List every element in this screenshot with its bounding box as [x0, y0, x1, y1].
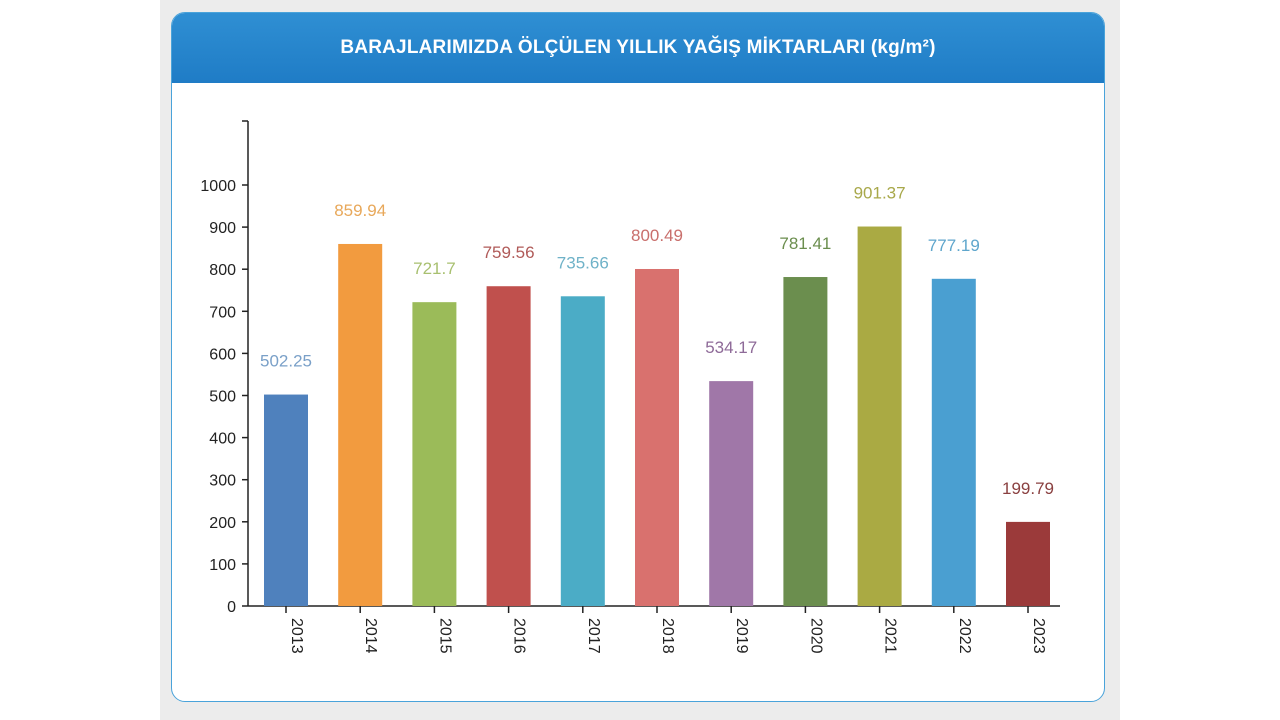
value-label-2023: 199.79 — [1002, 479, 1054, 498]
x-tick-label-2019: 2019 — [733, 618, 750, 654]
value-label-2021: 901.37 — [854, 184, 906, 203]
chart-title: BARAJLARIMIZDA ÖLÇÜLEN YILLIK YAĞIŞ MİKT… — [340, 37, 936, 58]
x-tick-label-2022: 2022 — [956, 618, 973, 654]
bar-2018 — [635, 268, 679, 606]
x-tick-label-2013: 2013 — [288, 618, 305, 654]
y-tick-label: 700 — [209, 304, 236, 321]
value-label-2020: 781.41 — [779, 234, 831, 253]
bar-2013 — [264, 394, 308, 606]
bar-2017 — [560, 296, 605, 606]
value-label-2013: 502.25 — [260, 352, 312, 371]
y-tick-label: 900 — [209, 220, 236, 237]
bar-2020 — [783, 277, 828, 606]
value-label-2014: 859.94 — [334, 201, 386, 220]
value-label-2018: 800.49 — [631, 226, 683, 245]
y-tick-label: 600 — [209, 346, 236, 363]
x-tick-label-2020: 2020 — [807, 618, 824, 654]
bar-2021 — [857, 226, 902, 606]
y-tick-label: 300 — [209, 473, 236, 490]
bar-2023 — [1006, 521, 1050, 606]
y-tick-label: 200 — [209, 515, 236, 532]
bar-2022 — [931, 278, 976, 606]
bar-2015 — [412, 302, 457, 606]
y-tick-label: 800 — [209, 262, 236, 279]
x-tick-label-2018: 2018 — [659, 618, 676, 654]
value-label-2017: 735.66 — [557, 253, 609, 272]
x-tick-label-2021: 2021 — [882, 618, 899, 654]
value-label-2015: 721.7 — [413, 259, 456, 278]
y-tick-label: 500 — [209, 389, 236, 406]
bar-2016 — [486, 286, 531, 606]
x-tick-label-2023: 2023 — [1030, 618, 1047, 654]
value-label-2019: 534.17 — [705, 338, 757, 357]
x-tick-label-2017: 2017 — [585, 618, 602, 654]
x-tick-label-2014: 2014 — [362, 618, 379, 654]
bar-2019 — [709, 381, 754, 606]
x-tick-label-2016: 2016 — [511, 618, 528, 654]
y-tick-label: 100 — [209, 557, 236, 574]
value-label-2022: 777.19 — [928, 236, 980, 255]
x-tick-label-2015: 2015 — [436, 618, 453, 654]
y-tick-label: 400 — [209, 431, 236, 448]
bar-2014 — [338, 243, 383, 606]
y-tick-label: 0 — [227, 599, 236, 616]
y-tick-label: 1000 — [200, 178, 236, 195]
value-label-2016: 759.56 — [483, 243, 535, 262]
chart-header: BARAJLARIMIZDA ÖLÇÜLEN YILLIK YAĞIŞ MİKT… — [172, 13, 1104, 83]
